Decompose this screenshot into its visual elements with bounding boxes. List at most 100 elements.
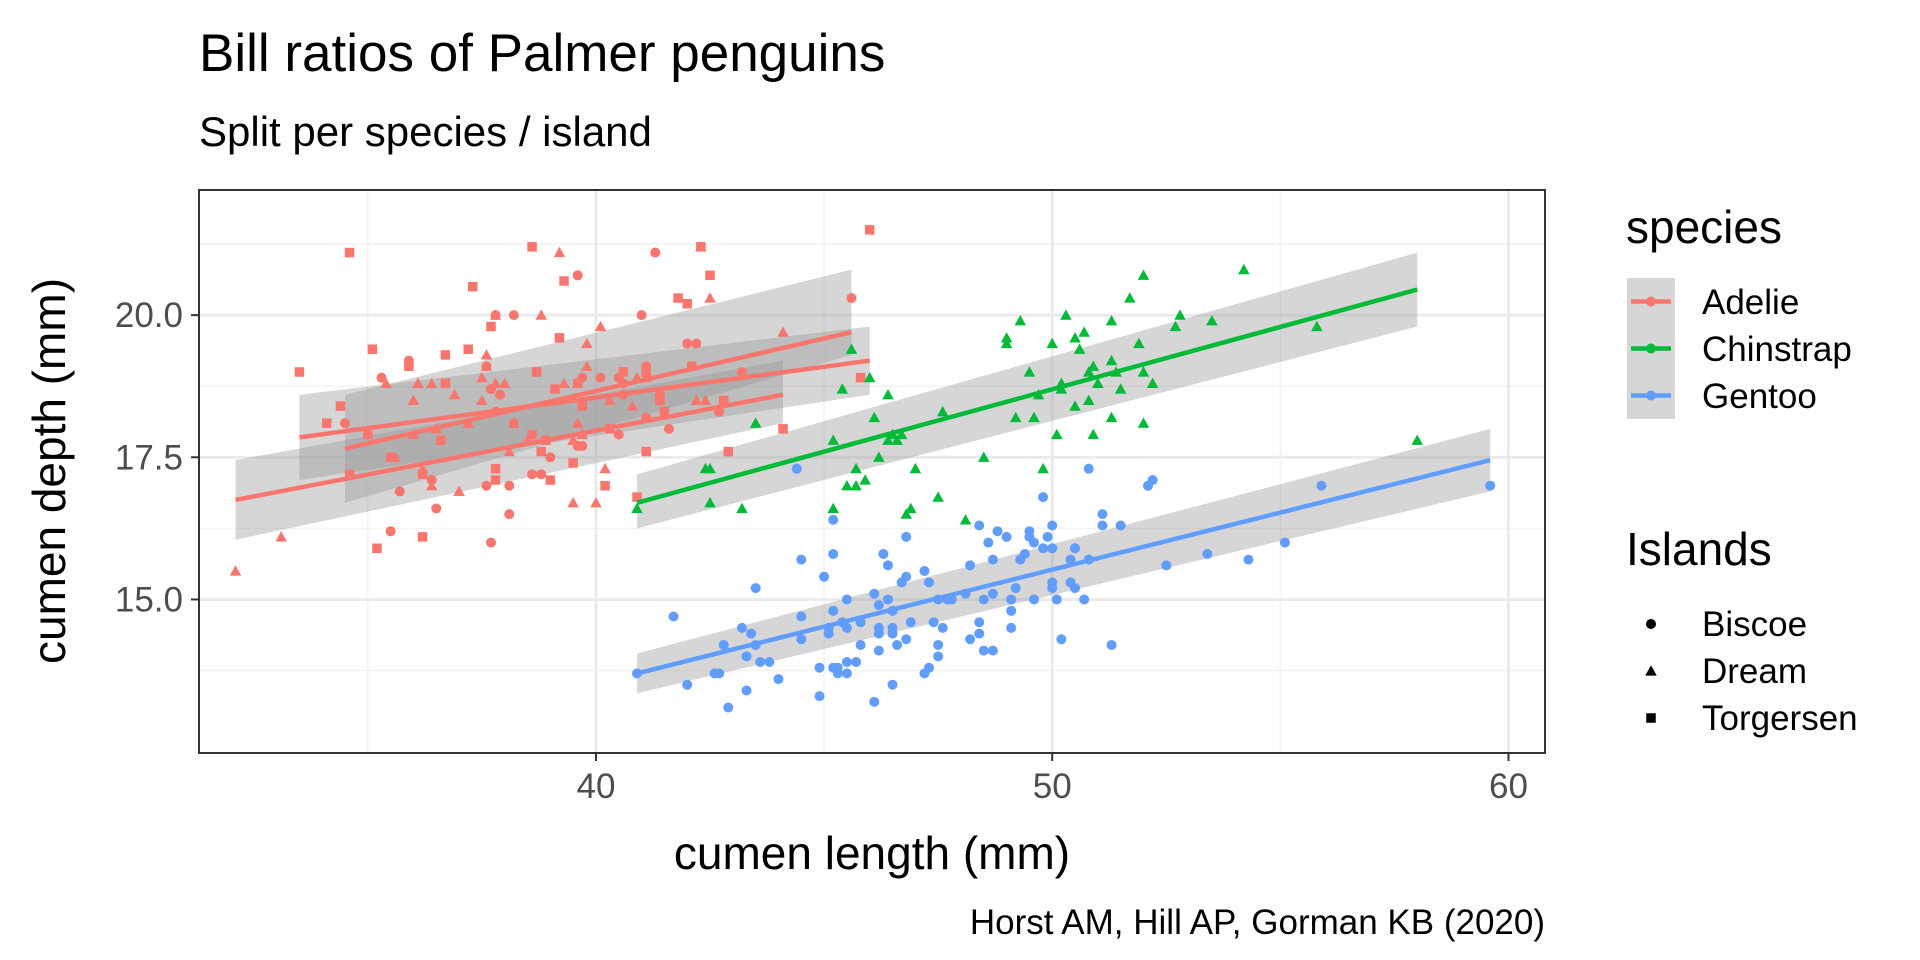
adelie-biscoe-point [650,247,661,258]
adelie-torgersen-point [864,225,875,235]
adelie-biscoe-point [691,338,702,349]
legend-label-torgersen: Torgersen [1702,699,1858,738]
adelie-torgersen-point [404,361,414,372]
legend-label-chinstrap: Chinstrap [1702,330,1852,369]
gentoo-biscoe-point [901,634,912,645]
adelie-biscoe-point [545,452,556,463]
chinstrap-dream-point [1069,332,1081,343]
gentoo-biscoe-point [1106,639,1117,650]
adelie-biscoe-point [663,423,674,434]
gentoo-biscoe-point [750,583,761,594]
chinstrap-dream-point [1146,377,1159,388]
adelie-biscoe-point [508,310,519,321]
adelie-biscoe-ci-band [345,269,852,503]
gentoo-biscoe-point [1042,531,1053,542]
chinstrap-dream-point [1000,332,1013,343]
gentoo-biscoe-point [764,657,775,668]
adelie-biscoe-point [613,429,624,440]
gentoo-biscoe-point [974,617,985,628]
adelie-biscoe-point [654,389,665,400]
adelie-torgersen-point [385,452,396,463]
gentoo-biscoe-point [714,668,725,679]
gentoo-biscoe-point [773,674,784,685]
legend-shape-torgersen [1646,713,1656,723]
adelie-torgersen-point [294,367,305,377]
adelie-dream-point [704,292,716,303]
chinstrap-dream-point [631,502,643,514]
chinstrap-dream-point [1028,411,1040,423]
adelie-torgersen-point [490,475,501,485]
adelie-torgersen-point [687,361,697,372]
adelie-torgersen-point [673,293,683,303]
gentoo-biscoe-point [855,639,866,650]
adelie-biscoe-point [636,310,647,321]
legend-species-title: species [1626,201,1782,253]
chinstrap-dream-point [704,462,716,474]
adelie-torgersen-fit-line [299,358,871,440]
y-axis-title: cumen depth (mm) [23,278,75,664]
adelie-torgersen-point [559,276,569,286]
adelie-dream-point [571,377,584,388]
adelie-biscoe-point [572,270,583,281]
gentoo-biscoe-point [823,628,834,639]
chinstrap-dream-point [1082,366,1095,377]
adelie-torgersen-point [568,458,578,468]
gentoo-biscoe-point [873,600,884,611]
adelie-biscoe-point [340,418,351,429]
adelie-torgersen-point [655,395,665,406]
chinstrap-dream-point [1137,269,1150,280]
chinstrap-dream-point [827,502,839,514]
gentoo-biscoe-point [841,622,852,633]
gentoo-biscoe-point [746,628,757,639]
adelie-dream-point [416,462,429,474]
adelie-biscoe-point [481,480,492,491]
chinstrap-dream-point [905,502,917,514]
gentoo-biscoe-point [682,679,693,690]
adelie-torgersen-point [554,333,565,343]
gentoo-biscoe-point [965,560,976,571]
gentoo-biscoe-point [1006,594,1017,605]
gentoo-biscoe-point [1051,594,1062,605]
chinstrap-dream-point [900,508,912,519]
adelie-torgersen-point [527,242,537,252]
adelie-dream-point [489,377,502,388]
x-axis-title: cumen length (mm) [674,827,1070,879]
gentoo-biscoe-point [814,662,825,673]
chinstrap-dream-point [827,434,839,445]
chinstrap-dream-point [1087,360,1100,371]
adelie-torgersen-point [344,469,355,480]
chinstrap-dream-point [1051,428,1063,440]
adelie-dream-fit-line [235,392,784,503]
gentoo-biscoe-point [1024,531,1035,542]
gentoo-biscoe-point [755,657,766,668]
chinstrap-dream-point [1169,320,1182,332]
chinstrap-dream-point [1023,366,1036,377]
adelie-dream-point [476,394,488,406]
chinstrap-dream-point [882,388,894,400]
adelie-biscoe-point [376,372,387,383]
gentoo-biscoe-point [1083,463,1094,474]
gentoo-biscoe-point [1202,548,1213,559]
adelie-dream-point [603,394,616,406]
gentoo-biscoe-point [1070,583,1081,594]
adelie-torgersen-point [436,435,446,445]
y-tick-label: 20.0 [115,296,183,335]
chinstrap-dream-point [1009,411,1022,423]
adelie-torgersen-point [335,401,346,411]
adelie-dream-point [558,377,570,388]
adelie-biscoe-point [577,440,588,451]
gentoo-biscoe-point [1028,594,1039,605]
adelie-torgersen-point [468,281,478,292]
chinstrap-dream-point [1105,411,1118,423]
adelie-torgersen-point [527,429,537,440]
gentoo-biscoe-point [869,588,880,599]
x-tick-label: 60 [1489,767,1528,806]
chinstrap-dream-point [841,479,853,491]
chinstrap-dream-point [882,434,894,445]
gentoo-biscoe-point [1056,634,1067,645]
adelie-torgersen-point [659,407,670,417]
gentoo-biscoe-point [1070,543,1081,554]
chinstrap-dream-point [1311,320,1323,332]
gentoo-biscoe-point [992,526,1003,537]
chinstrap-dream-point [1060,309,1072,320]
